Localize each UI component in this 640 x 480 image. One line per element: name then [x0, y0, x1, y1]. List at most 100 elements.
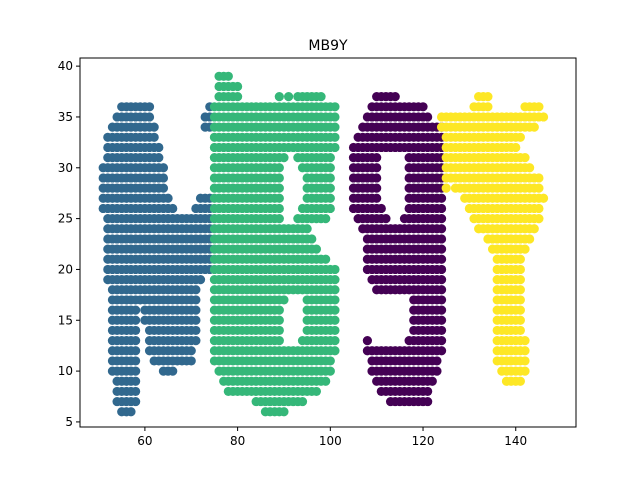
data-point: [418, 102, 428, 112]
x-axis: 60 80 100 120 140: [137, 427, 527, 448]
data-point: [330, 142, 340, 153]
data-point: [534, 173, 544, 183]
data-point: [436, 295, 447, 305]
series-B: [209, 71, 340, 417]
data-point: [525, 234, 535, 244]
data-point: [330, 315, 340, 325]
data-point: [149, 132, 159, 142]
data-point: [186, 346, 196, 356]
data-point: [321, 214, 331, 224]
data-point: [436, 264, 447, 275]
y-tick-label: 40: [58, 59, 73, 73]
data-point: [131, 376, 141, 386]
data-point: [131, 315, 141, 325]
data-point: [279, 295, 289, 305]
y-axis: 5 10 15 20 25 30 35 40: [58, 59, 80, 429]
data-point: [131, 305, 141, 315]
data-point: [330, 112, 340, 122]
data-point: [191, 335, 201, 346]
data-point: [274, 183, 284, 193]
data-point: [154, 153, 164, 163]
data-point: [311, 386, 322, 397]
data-point: [274, 203, 284, 214]
data-point: [274, 335, 284, 346]
data-point: [321, 254, 331, 264]
points-layer: [98, 71, 549, 417]
data-point: [436, 244, 447, 254]
data-point: [515, 325, 525, 336]
data-point: [126, 407, 136, 417]
data-point: [423, 396, 433, 407]
data-point: [362, 335, 373, 346]
data-point: [436, 224, 447, 234]
y-tick-label: 15: [58, 313, 73, 327]
data-point: [274, 325, 284, 336]
data-point: [515, 376, 525, 386]
data-point: [520, 335, 530, 346]
y-tick-label: 10: [58, 364, 73, 378]
data-point: [191, 295, 201, 305]
data-point: [279, 153, 289, 163]
data-point: [154, 142, 164, 153]
data-point: [191, 315, 201, 325]
data-point: [515, 254, 525, 264]
data-point: [515, 315, 525, 325]
data-point: [186, 356, 196, 366]
data-point: [168, 203, 178, 214]
data-point: [191, 325, 201, 336]
data-point: [534, 102, 544, 112]
plot-frame: [79, 57, 577, 428]
data-point: [381, 214, 391, 224]
data-point: [511, 142, 521, 153]
x-tick-label: 60: [137, 434, 152, 448]
data-point: [325, 173, 335, 183]
data-point: [372, 173, 382, 183]
data-point: [274, 163, 284, 173]
data-point: [436, 203, 447, 214]
data-point: [330, 264, 340, 275]
data-point: [325, 366, 335, 376]
data-point: [436, 346, 447, 356]
data-point: [515, 132, 525, 142]
data-point: [274, 214, 284, 224]
data-point: [274, 92, 284, 102]
data-point: [131, 356, 141, 366]
data-point: [436, 214, 447, 224]
data-point: [436, 315, 447, 325]
data-point: [307, 234, 317, 244]
data-point: [432, 356, 442, 366]
y-tick-label: 30: [58, 161, 73, 175]
data-point: [436, 275, 447, 285]
data-point: [325, 183, 335, 193]
data-point: [223, 71, 233, 81]
data-point: [274, 193, 284, 203]
data-point: [144, 112, 155, 122]
data-point: [534, 203, 544, 214]
x-tick-label: 140: [504, 434, 527, 448]
data-point: [330, 122, 340, 132]
x-tick-label: 100: [319, 434, 342, 448]
data-point: [515, 295, 525, 305]
data-point: [325, 356, 335, 366]
data-point: [534, 183, 544, 193]
data-point: [330, 132, 340, 142]
data-point: [436, 335, 447, 346]
y-tick-label: 35: [58, 110, 73, 124]
series-9: [348, 92, 447, 407]
data-point: [325, 163, 335, 173]
data-point: [436, 193, 447, 203]
y-tick-label: 5: [65, 415, 73, 429]
data-point: [372, 153, 382, 163]
data-point: [274, 305, 284, 315]
series-M: [98, 102, 215, 417]
data-point: [372, 183, 382, 193]
data-point: [372, 193, 382, 203]
data-point: [376, 203, 386, 214]
y-tick-label: 25: [58, 212, 73, 226]
data-point: [436, 305, 447, 315]
data-point: [149, 122, 159, 132]
data-point: [158, 173, 169, 183]
data-point: [520, 244, 530, 254]
x-tick-label: 80: [230, 434, 245, 448]
